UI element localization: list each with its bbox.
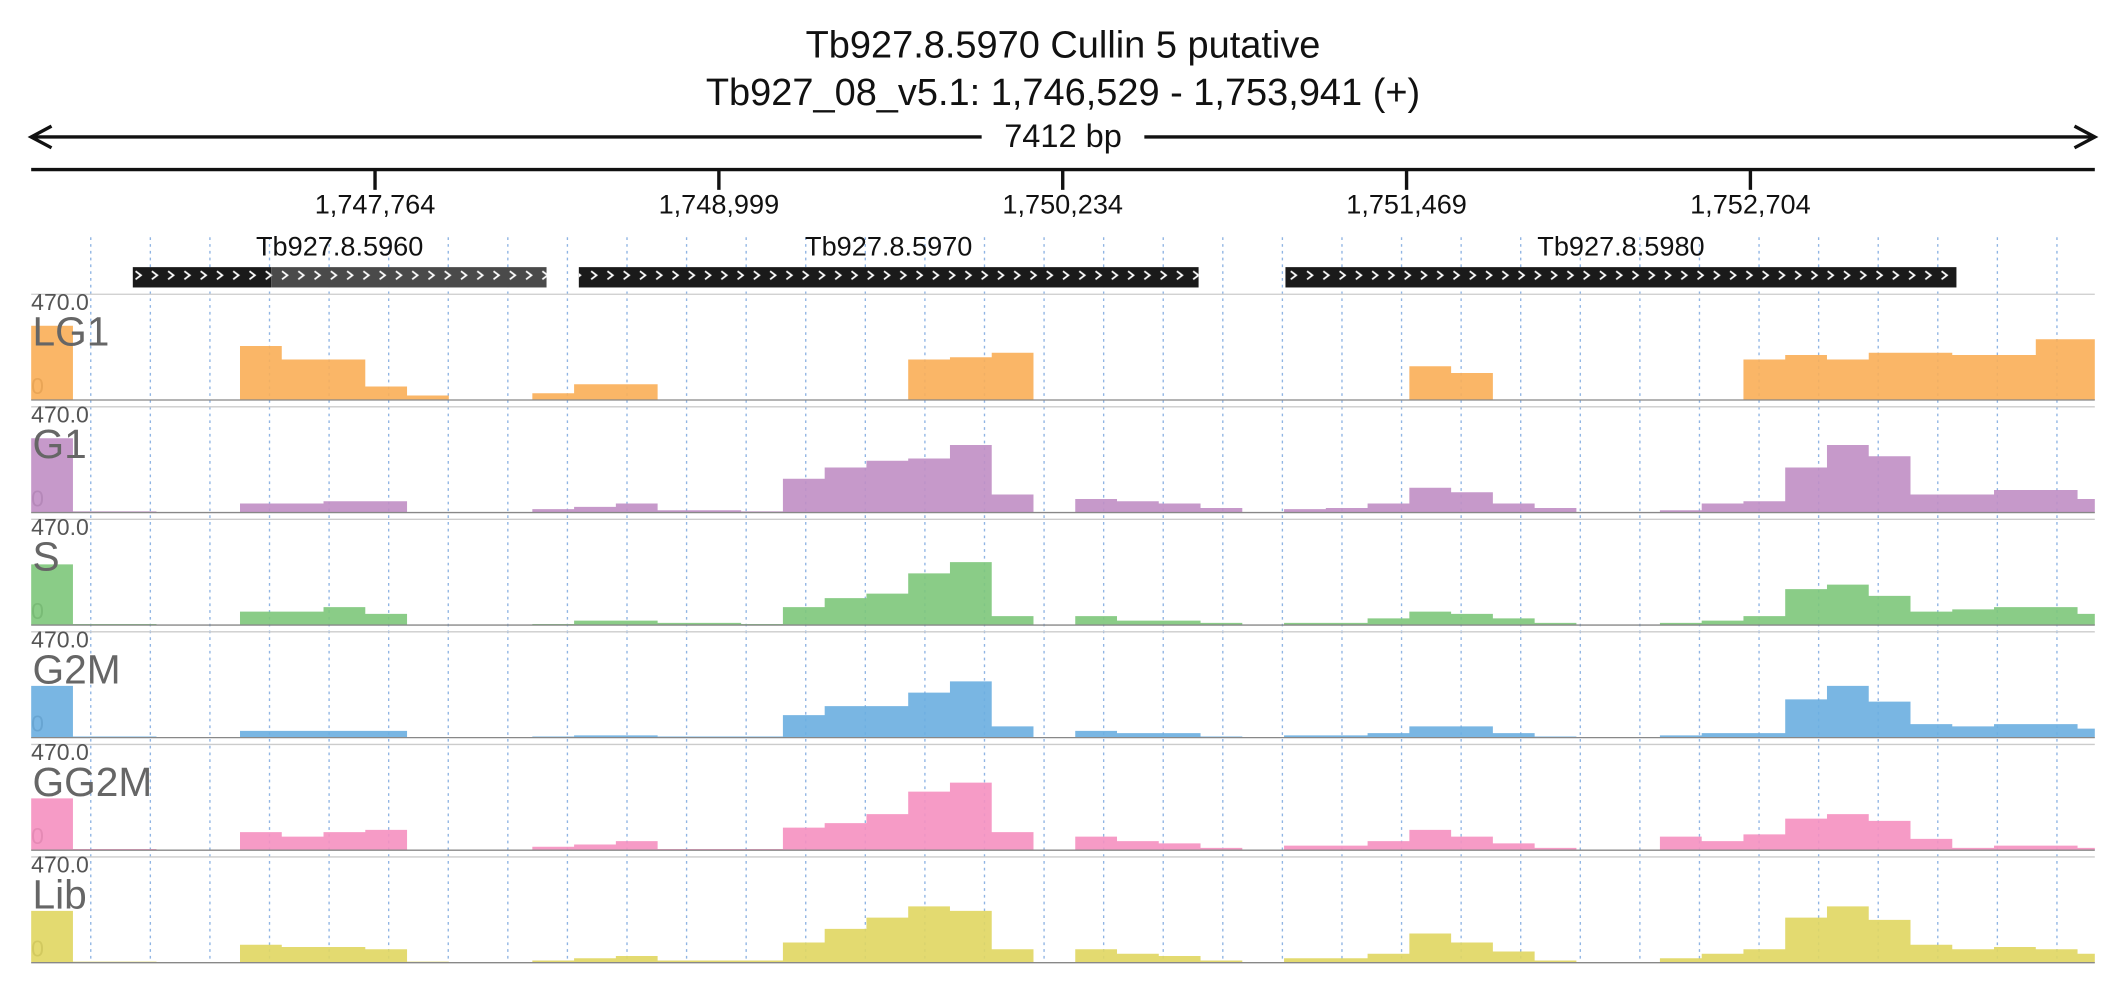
y-tick-label: 470.0 [31, 739, 89, 765]
y-tick-label: 470.0 [31, 289, 89, 315]
gene-label: Tb927.8.5970 [805, 230, 972, 261]
track-label: GG2M [33, 759, 153, 805]
track-label: S [33, 534, 60, 580]
coverage-area [31, 906, 2095, 963]
title: Tb927.8.5970 Cullin 5 putative [806, 25, 1321, 67]
coverage-area [31, 782, 2095, 851]
x-tick-label: 1,748,999 [659, 188, 780, 219]
y-tick-label: 470.0 [31, 626, 89, 652]
gene-strand [132, 267, 272, 288]
x-tick-label: 1,751,469 [1346, 188, 1467, 219]
coverage-area [31, 681, 2095, 738]
coverage-area [31, 438, 2095, 513]
x-tick-label: 1,750,234 [1002, 188, 1123, 219]
x-tick-label: 1,747,764 [315, 188, 436, 219]
y-tick-label: 470.0 [31, 852, 89, 878]
x-tick-label: 1,752,704 [1690, 188, 1811, 219]
coverage-area [31, 562, 2095, 626]
gene-strand [1285, 267, 1957, 288]
gene-label: Tb927.8.5960 [256, 230, 423, 261]
gene-strand [271, 267, 547, 288]
gene-label: Tb927.8.5980 [1537, 230, 1704, 261]
track-label: LG1 [33, 309, 110, 355]
subtitle: Tb927_08_v5.1: 1,746,529 - 1,753,941 (+) [706, 72, 1420, 114]
y-tick-label: 470.0 [31, 514, 89, 540]
span-label: 7412 bp [1004, 118, 1122, 154]
track-label: G1 [33, 421, 87, 467]
coverage-area [31, 325, 2095, 401]
span-label-bg [981, 119, 1145, 155]
y-tick-label: 470.0 [31, 401, 89, 427]
track-label: G2M [33, 646, 121, 692]
span-arrows [27, 124, 2099, 150]
track-label: Lib [33, 871, 87, 917]
gene-strand [578, 267, 1199, 288]
